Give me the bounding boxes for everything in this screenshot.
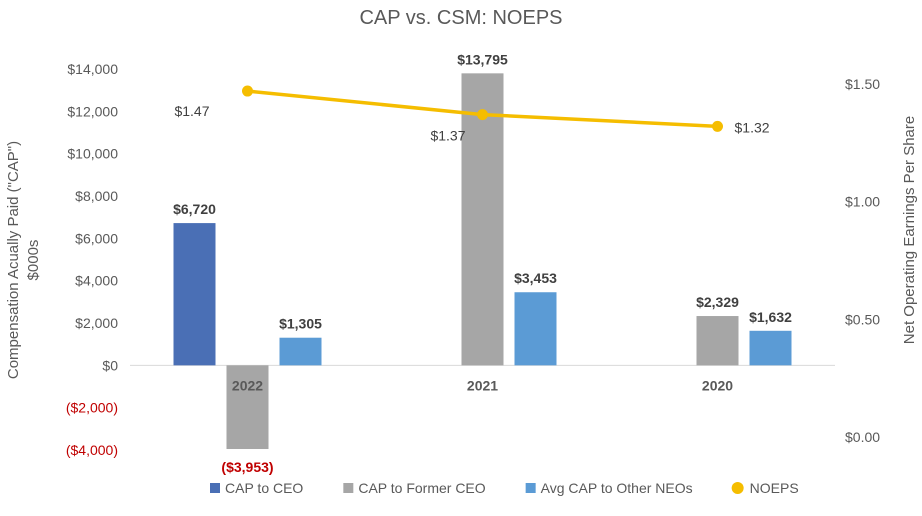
bar	[514, 292, 557, 366]
legend-swatch	[210, 483, 220, 493]
noeps-data-label: $1.32	[735, 119, 770, 135]
bar-data-label: $1,632	[749, 309, 792, 325]
bar-data-label: $3,453	[514, 270, 557, 286]
data-labels-group: 2022 $6,720 ($3,953) $1,305 2021 $13,795 $3,45…	[173, 51, 792, 475]
y-axis-title-line1: Compensation Acually Paid ("CAP")	[5, 141, 22, 379]
legend-swatch	[343, 483, 354, 493]
bar	[226, 365, 269, 450]
y2-tick-label: $1.00	[845, 194, 880, 210]
bar-data-label: $2,329	[696, 294, 739, 310]
noeps-point	[242, 85, 253, 97]
legend-label: CAP to CEO	[225, 480, 303, 496]
bar	[696, 316, 739, 366]
y2-tick-label: $1.50	[845, 76, 880, 92]
legend-swatch	[731, 482, 744, 494]
y-tick-label: ($2,000)	[66, 400, 118, 416]
y-tick-label: $0	[102, 357, 118, 373]
legend-label: NOEPS	[750, 480, 799, 496]
bar-data-label: $1,305	[279, 316, 322, 332]
legend-label: CAP to Former CEO	[358, 480, 485, 496]
legend-swatch	[525, 483, 536, 493]
y-tick-label: $8,000	[75, 188, 118, 204]
x-tick-label: 2022	[232, 377, 263, 393]
y2-tick-label: $0.50	[845, 311, 880, 327]
legend-label: Avg CAP to Other NEOs	[541, 480, 693, 496]
y-axis-title-line2: $000s	[25, 240, 42, 281]
legend: CAP to CEO CAP to Former CEO Avg CAP to Ot…	[210, 480, 799, 496]
chart-title: CAP vs. CSM: NOEPS	[359, 7, 562, 29]
x-tick-label: 2021	[467, 377, 498, 393]
axes-group: ($4,000) ($2,000) $0 $2,000 $4,000 $6,000 $8,0…	[66, 61, 880, 458]
bar	[749, 330, 792, 366]
y-tick-label: $6,000	[75, 230, 118, 246]
bar-data-label: $6,720	[173, 201, 216, 217]
bar-data-label: ($3,953)	[221, 459, 273, 475]
y2-tick-label: $0.00	[845, 429, 880, 445]
bar	[173, 223, 216, 366]
y-tick-label: ($4,000)	[66, 442, 118, 458]
noeps-data-label: $1.37	[430, 128, 465, 144]
y-tick-label: $14,000	[67, 61, 118, 77]
noeps-point	[712, 120, 723, 132]
bar-data-label: $13,795	[457, 51, 508, 67]
bars-group	[173, 73, 792, 450]
line-group	[242, 85, 723, 132]
y2-axis-title: Net Operating Earnings Per Share	[901, 116, 918, 344]
y-tick-label: $4,000	[75, 273, 118, 289]
y-tick-label: $2,000	[75, 315, 118, 331]
y-tick-label: $10,000	[67, 146, 118, 162]
bar	[279, 337, 322, 366]
bar	[461, 73, 504, 366]
noeps-point	[477, 109, 488, 121]
x-tick-label: 2020	[702, 377, 733, 393]
noeps-data-label: $1.47	[174, 103, 209, 119]
y-tick-label: $12,000	[67, 103, 118, 119]
